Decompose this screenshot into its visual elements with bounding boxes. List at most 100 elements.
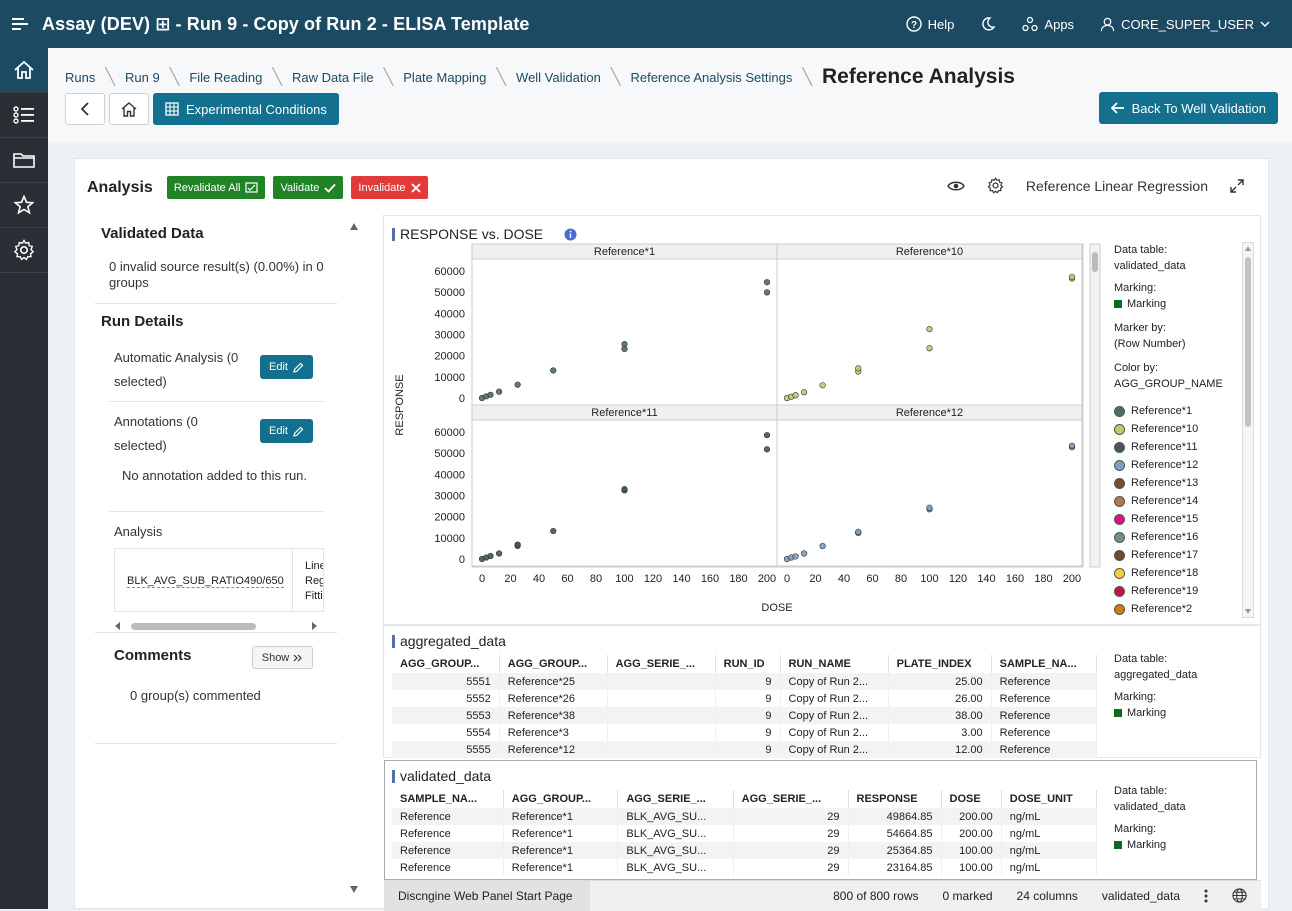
legend-item[interactable]: Reference*17 — [1114, 546, 1244, 564]
legend-item[interactable]: Reference*12 — [1114, 456, 1244, 474]
automatic-analysis-edit-button[interactable]: Edit — [260, 355, 313, 379]
y-tick-label: 20000 — [434, 351, 465, 363]
x-tick-label: 60 — [561, 573, 573, 585]
table-row[interactable]: 5555 Reference*12 9 Copy of Run 2... 12.00 Re… — [392, 741, 1098, 758]
nav-list[interactable] — [0, 93, 48, 138]
table-cell — [607, 724, 716, 741]
legend-item[interactable]: Reference*1 — [1114, 402, 1244, 420]
help-link[interactable]: ? Help — [905, 16, 954, 32]
data-point — [763, 446, 771, 453]
legend-label: Reference*1 — [1131, 405, 1193, 417]
settings-icon[interactable] — [987, 177, 1004, 194]
back-to-well-validation-button[interactable]: Back To Well Validation — [1098, 92, 1278, 124]
info-icon[interactable] — [564, 228, 577, 241]
table-row[interactable]: Reference Reference*1 BLK_AVG_SU... 29 25364… — [392, 842, 1098, 859]
analysis-horizontal-scrollbar[interactable] — [114, 620, 324, 632]
breadcrumb-reference-analysis-settings[interactable]: Reference Analysis Settings — [630, 69, 793, 85]
column-header[interactable]: AGG_GROUP... — [499, 655, 608, 673]
data-point — [495, 550, 503, 557]
column-header[interactable]: SAMPLE_NA... — [991, 655, 1098, 673]
table-icon — [165, 102, 179, 116]
globe-icon[interactable] — [1232, 888, 1247, 903]
breadcrumb-plate-mapping[interactable]: Plate Mapping — [403, 69, 487, 85]
back-button[interactable] — [65, 93, 105, 125]
column-header[interactable]: RUN_NAME — [780, 655, 889, 673]
column-header[interactable]: AGG_SERIE_... — [617, 790, 734, 808]
nav-settings[interactable] — [0, 228, 48, 273]
legend-item[interactable]: Reference*14 — [1114, 492, 1244, 510]
column-header[interactable]: AGG_SERIE_... — [733, 790, 849, 808]
column-header[interactable]: PLATE_INDEX — [888, 655, 992, 673]
table-row[interactable]: 5551 Reference*25 9 Copy of Run 2... 25.00 Re… — [392, 673, 1098, 690]
table-row[interactable]: Reference Reference*1 BLK_AVG_SU... 29 54664… — [392, 825, 1098, 842]
breadcrumb-file-reading[interactable]: File Reading — [189, 69, 263, 85]
legend-item[interactable]: Reference*10 — [1114, 420, 1244, 438]
data-point — [487, 391, 494, 398]
annotations-edit-button[interactable]: Edit — [260, 419, 313, 443]
column-header[interactable]: AGG_SERIE_... — [607, 655, 716, 673]
table-row[interactable]: 5553 Reference*38 9 Copy of Run 2... 38.00 Re… — [392, 707, 1098, 724]
column-header[interactable]: DOSE — [941, 790, 1002, 808]
nav-home[interactable] — [0, 48, 48, 93]
validate-button[interactable]: Validate — [273, 176, 344, 199]
trellis-panel: Reference*11 — [471, 404, 778, 567]
nav-favorites[interactable] — [0, 183, 48, 228]
home-button[interactable] — [109, 93, 149, 125]
column-header[interactable]: DOSE_UNIT — [1001, 790, 1098, 808]
legend-swatch — [1114, 495, 1125, 507]
table-row[interactable]: 5554 Reference*3 9 Copy of Run 2... 3.00 Refe… — [392, 724, 1098, 741]
x-tick-label: 200 — [1063, 573, 1081, 585]
legend-item[interactable]: Reference*13 — [1114, 474, 1244, 492]
scatter-chart[interactable]: Reference*101000020000300004000050000600… — [384, 240, 1104, 620]
nav-folder[interactable] — [0, 138, 48, 183]
analysis-method-cell[interactable]: BLK_AVG_SUB_RATIO490/650 — [127, 575, 284, 588]
eye-icon[interactable] — [947, 180, 965, 192]
breadcrumb-run[interactable]: Run 9 — [125, 69, 160, 85]
expand-icon[interactable] — [1230, 178, 1244, 193]
column-header[interactable]: RESPONSE — [848, 790, 942, 808]
data-point — [819, 382, 826, 389]
comments-show-button[interactable]: Show — [252, 646, 313, 669]
breadcrumb-well-validation[interactable]: Well Validation — [516, 69, 601, 85]
table-row[interactable]: Reference Reference*1 BLK_AVG_SU... 29 49864… — [392, 808, 1098, 825]
start-page-tab[interactable]: Discngine Web Panel Start Page — [384, 880, 590, 911]
table-cell: ng/mL — [1001, 808, 1098, 825]
table-cell: 38.00 — [888, 707, 992, 724]
more-vertical-icon[interactable] — [1204, 889, 1208, 903]
table-row[interactable]: 5552 Reference*26 9 Copy of Run 2... 26.00 Re… — [392, 690, 1098, 707]
legend-swatch — [1114, 585, 1125, 597]
user-menu[interactable]: CORE_SUPER_USER — [1100, 17, 1270, 32]
legend-item[interactable]: Reference*19 — [1114, 582, 1244, 600]
hamburger-menu-icon[interactable] — [0, 17, 42, 31]
legend-item[interactable]: Reference*16 — [1114, 528, 1244, 546]
legend-item[interactable]: Reference*2 — [1114, 600, 1244, 617]
left-panel-scrollbar[interactable] — [347, 216, 361, 900]
breadcrumb-runs[interactable]: Runs — [65, 69, 96, 85]
legend-label: Reference*2 — [1131, 603, 1193, 615]
legend-item[interactable]: Reference*11 — [1114, 438, 1244, 456]
home-icon — [14, 60, 34, 79]
dark-mode-toggle[interactable] — [980, 16, 996, 32]
experimental-conditions-button[interactable]: Experimental Conditions — [153, 93, 339, 125]
column-header[interactable]: AGG_GROUP... — [392, 655, 500, 673]
legend-scrollbar[interactable] — [1242, 242, 1254, 618]
table-cell: 200.00 — [941, 808, 1002, 825]
pencil-icon — [293, 426, 304, 437]
no-annotation-text: No annotation added to this run. — [122, 468, 308, 483]
data-point — [495, 388, 503, 395]
invalidate-button[interactable]: Invalidate — [351, 176, 428, 199]
column-header[interactable]: AGG_GROUP... — [503, 790, 619, 808]
table-cell: Reference — [392, 808, 504, 825]
column-header[interactable]: RUN_ID — [715, 655, 781, 673]
y-tick-label: 10000 — [434, 533, 465, 545]
table-row[interactable]: Reference Reference*1 BLK_AVG_SU... 29 23164… — [392, 859, 1098, 876]
validated-data-panel: validated_data SAMPLE_NA... AGG_GROUP... A… — [384, 760, 1257, 880]
legend-item[interactable]: Reference*15 — [1114, 510, 1244, 528]
apps-link[interactable]: Apps — [1022, 16, 1074, 32]
column-header[interactable]: SAMPLE_NA... — [392, 790, 504, 808]
breadcrumb-raw-data-file[interactable]: Raw Data File — [291, 69, 374, 85]
revalidate-all-button[interactable]: Revalidate All — [166, 176, 266, 199]
legend-item[interactable]: Reference*18 — [1114, 564, 1244, 582]
status-bar: Discngine Web Panel Start Page 800 of 80… — [384, 880, 1261, 911]
side-nav — [0, 48, 48, 909]
